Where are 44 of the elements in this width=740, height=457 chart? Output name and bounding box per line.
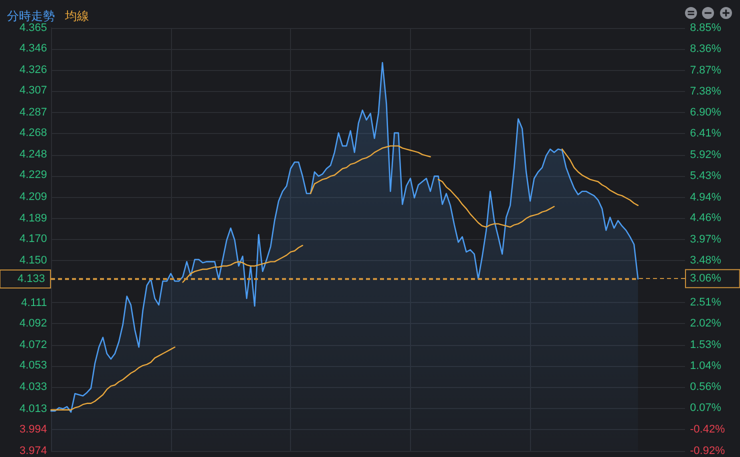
y-tick-label: 4.307 <box>19 84 47 97</box>
ref-line-label: 3.06% <box>690 272 722 285</box>
y2-tick-label: 1.53% <box>690 338 722 351</box>
y-tick-label: 4.013 <box>19 402 47 415</box>
y2-tick-label: 1.04% <box>690 360 722 372</box>
y2-tick-label: 6.90% <box>690 106 722 118</box>
y-tick-label: 4.248 <box>19 148 47 161</box>
y-tick-label: 4.033 <box>19 381 47 394</box>
y-tick-label: 4.209 <box>19 190 47 203</box>
y-tick-label: 4.170 <box>19 232 47 245</box>
y2-tick-label: 3.48% <box>690 254 722 266</box>
y2-tick-label: 4.46% <box>690 212 722 224</box>
y-tick-label: 4.268 <box>19 126 47 139</box>
y2-tick-label: 2.51% <box>690 296 722 308</box>
y-tick-label: 4.326 <box>19 64 47 76</box>
y2-tick-label: 7.38% <box>690 86 722 98</box>
y-tick-label: 4.092 <box>19 317 47 330</box>
y2-tick-label: 8.36% <box>690 43 722 56</box>
text: 分時走勢 <box>7 9 55 23</box>
y2-tick-label: 6.41% <box>690 128 722 140</box>
y-tick-label: 4.111 <box>21 296 47 309</box>
y2-tick-label: -0.92% <box>690 445 726 457</box>
y-tick-label: 4.365 <box>19 22 47 34</box>
y2-tick-label: 0.07% <box>690 402 722 414</box>
y-tick-label: 3.974 <box>19 445 47 457</box>
y2-tick-label: 4.94% <box>690 191 722 204</box>
y2-tick-label: 8.85% <box>690 22 722 34</box>
y-tick-label: 4.229 <box>19 169 47 182</box>
y-tick-label: 4.189 <box>19 212 47 224</box>
y-tick-label: 4.053 <box>19 360 47 372</box>
ref-line-label: 4.133 <box>17 272 45 285</box>
y2-tick-label: 0.56% <box>690 380 722 393</box>
text: 均線 <box>64 9 89 23</box>
y-tick-label: 4.150 <box>19 254 47 267</box>
y2-tick-label: 5.92% <box>690 148 722 161</box>
y-tick-label: 3.994 <box>19 423 47 436</box>
y2-tick-label: -0.42% <box>690 423 726 436</box>
y2-tick-label: 2.02% <box>690 318 722 330</box>
y2-tick-label: 7.87% <box>690 64 722 76</box>
y-tick-label: 4.072 <box>19 338 47 351</box>
y-tick-label: 4.287 <box>19 106 47 118</box>
y2-tick-label: 3.97% <box>690 233 722 246</box>
y2-tick-label: 5.43% <box>690 170 722 182</box>
y-tick-label: 4.346 <box>19 42 47 55</box>
